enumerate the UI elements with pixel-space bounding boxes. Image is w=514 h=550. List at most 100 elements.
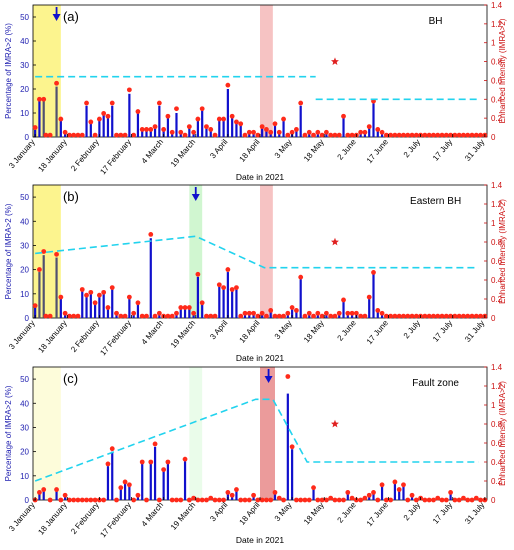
bar: [162, 129, 165, 137]
intensity-point: [109, 446, 115, 452]
intensity-point: [413, 132, 419, 138]
intensity-point: [199, 497, 205, 503]
x-tick-label: 17 June: [365, 318, 391, 346]
intensity-point: [268, 308, 274, 313]
intensity-point: [101, 111, 107, 116]
intensity-point: [448, 132, 453, 138]
intensity-point: [84, 497, 89, 503]
intensity-point: [478, 313, 483, 319]
x-tick-label: 17 February: [98, 138, 133, 177]
bar: [269, 310, 272, 318]
intensity-point: [328, 495, 334, 501]
bar: [312, 487, 315, 500]
x-tick-label: 17 February: [98, 319, 133, 358]
intensity-point: [88, 119, 94, 125]
intensity-point: [294, 497, 299, 503]
intensity-point: [405, 497, 411, 503]
intensity-point: [246, 129, 252, 135]
bar: [218, 120, 221, 137]
intensity-point: [272, 313, 278, 319]
intensity-point: [353, 310, 359, 316]
bar: [201, 303, 204, 318]
region-label: Eastern BH: [410, 196, 461, 207]
bar: [222, 288, 225, 318]
intensity-point: [336, 497, 342, 503]
bar: [235, 288, 238, 318]
intensity-point: [84, 100, 89, 106]
intensity-point: [109, 285, 115, 290]
x-tick-label: 18 May: [302, 319, 326, 345]
intensity-point: [439, 497, 445, 503]
intensity-point: [75, 132, 81, 138]
x-tick-label: 18 May: [302, 501, 326, 527]
bar: [81, 291, 84, 318]
x-tick-label: 18 April: [237, 137, 261, 163]
bar: [141, 463, 144, 500]
y-tick-label: 50: [20, 375, 29, 384]
shaded-region-red: [260, 5, 273, 137]
intensity-point: [379, 310, 385, 316]
y2-tick-label: 1.2: [491, 200, 503, 209]
intensity-point: [409, 492, 415, 498]
intensity-point: [268, 497, 274, 503]
intensity-point: [264, 497, 269, 503]
intensity-point: [456, 132, 462, 138]
bar: [128, 93, 131, 137]
intensity-point: [58, 294, 64, 300]
intensity-point: [62, 492, 68, 498]
intensity-point: [272, 490, 278, 495]
intensity-point: [122, 479, 128, 485]
intensity-point: [409, 313, 415, 319]
intensity-point: [375, 308, 381, 313]
intensity-point: [71, 497, 77, 503]
intensity-point: [131, 310, 137, 316]
x-tick-label: 31 July: [463, 501, 486, 526]
intensity-point: [379, 482, 385, 488]
y2-tick-label: 1: [491, 401, 496, 410]
intensity-point: [161, 127, 167, 132]
intensity-point: [152, 313, 158, 319]
x-tick-label: 31 July: [463, 138, 486, 163]
intensity-point: [101, 289, 107, 295]
intensity-point: [208, 127, 214, 132]
intensity-point: [336, 310, 342, 316]
intensity-point: [452, 497, 458, 503]
bar: [183, 308, 187, 318]
intensity-point: [67, 313, 72, 319]
intensity-point: [105, 461, 111, 467]
bar: [286, 393, 289, 500]
bar: [179, 308, 182, 318]
y2-tick-label: 0.6: [491, 439, 503, 448]
intensity-point: [431, 313, 436, 319]
intensity-point: [225, 490, 231, 495]
intensity-point: [315, 129, 321, 135]
bar: [38, 492, 41, 500]
intensity-point: [148, 459, 154, 465]
y-tick-label: 50: [20, 193, 29, 202]
intensity-point: [165, 113, 171, 119]
bar: [376, 129, 379, 137]
bar: [188, 127, 191, 137]
intensity-point: [204, 313, 209, 319]
intensity-point: [105, 113, 111, 119]
x-tick-label: 19 March: [169, 138, 197, 169]
intensity-point: [195, 497, 201, 503]
intensity-point: [182, 305, 188, 310]
intensity-point: [413, 313, 419, 319]
bar: [59, 298, 62, 318]
bar: [222, 120, 225, 137]
intensity-point: [452, 132, 458, 138]
intensity-point: [259, 124, 265, 130]
intensity-point: [448, 313, 453, 319]
intensity-point: [186, 305, 192, 310]
bar: [183, 461, 187, 500]
y-tick-label: 0: [25, 496, 30, 505]
intensity-point: [465, 497, 471, 503]
intensity-point: [375, 497, 381, 503]
intensity-point: [62, 310, 68, 316]
intensity-point: [294, 127, 299, 132]
intensity-point: [229, 287, 235, 292]
y2-tick-label: 0: [491, 133, 496, 142]
x-tick-label: 17 July: [431, 319, 454, 344]
y2-tick-label: 0.2: [491, 114, 503, 123]
